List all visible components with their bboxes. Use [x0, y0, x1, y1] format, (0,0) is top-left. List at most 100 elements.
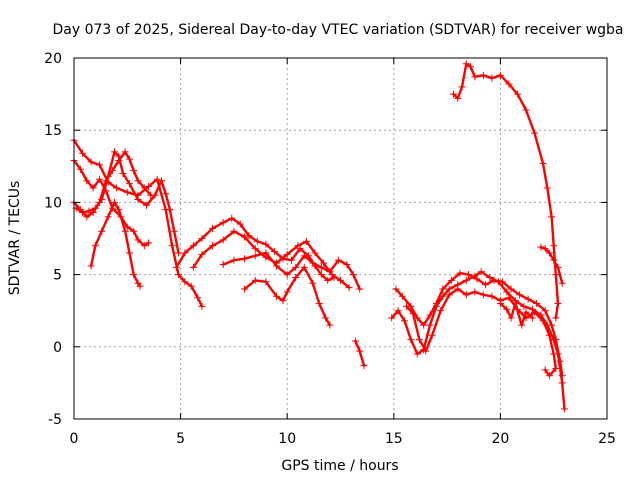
data-point — [113, 184, 121, 192]
data-point — [554, 299, 562, 307]
data-point — [123, 188, 131, 196]
data-point — [494, 278, 502, 286]
data-point — [83, 213, 91, 221]
data-point — [317, 263, 325, 271]
data-point — [198, 235, 206, 242]
data-point — [541, 307, 549, 315]
data-point — [545, 249, 553, 257]
data-point — [153, 175, 161, 183]
data-point — [400, 317, 408, 325]
y-tick-label: 15 — [44, 123, 62, 139]
data-point — [130, 271, 138, 279]
y-tick-label: 10 — [44, 195, 62, 211]
data-point — [520, 302, 528, 310]
data-point — [552, 314, 560, 322]
x-tick-label: 20 — [491, 431, 509, 447]
data-point — [219, 236, 227, 244]
data-point — [162, 190, 170, 198]
data-point — [125, 155, 133, 163]
series-trace — [72, 150, 152, 218]
data-point — [262, 278, 270, 286]
data-point — [496, 299, 504, 307]
data-point — [145, 239, 153, 247]
data-point — [157, 177, 165, 185]
series-arc9 — [241, 263, 334, 329]
data-point — [142, 201, 150, 209]
data-point — [345, 284, 353, 292]
data-point — [140, 184, 148, 192]
data-point — [479, 291, 487, 299]
data-point — [172, 263, 180, 271]
data-point — [115, 152, 123, 160]
data-point — [407, 336, 415, 344]
data-point — [324, 276, 332, 284]
data-point — [76, 165, 84, 173]
series-arc11 — [392, 269, 566, 380]
data-point — [337, 276, 344, 284]
data-point — [294, 242, 302, 250]
data-point — [181, 278, 189, 286]
data-point — [531, 129, 539, 137]
data-point — [209, 242, 217, 250]
data-point — [479, 71, 487, 79]
data-point — [447, 276, 455, 284]
data-point — [292, 273, 300, 281]
data-point — [111, 148, 119, 156]
data-point — [262, 240, 270, 248]
data-point — [471, 73, 479, 81]
data-point — [445, 291, 453, 299]
data-point — [550, 242, 558, 250]
axis-ticks: 0 5 10 15 20 25 -5 0 5 10 15 20 — [44, 51, 616, 447]
data-point — [545, 331, 553, 339]
data-point — [496, 71, 504, 79]
data-point — [513, 90, 521, 98]
data-point — [394, 307, 402, 315]
data-point — [309, 259, 317, 267]
data-point — [456, 269, 464, 277]
data-point — [467, 63, 475, 71]
data-point — [194, 294, 202, 302]
plot-frame — [73, 57, 608, 420]
data-point — [166, 206, 174, 214]
data-point — [174, 249, 182, 257]
data-point — [315, 299, 323, 307]
data-point — [471, 272, 479, 280]
data-point — [432, 302, 440, 310]
data-point — [241, 233, 249, 241]
data-point — [292, 263, 300, 271]
data-point — [462, 291, 470, 299]
data-point — [552, 271, 560, 279]
data-point — [121, 148, 129, 156]
data-series — [70, 60, 568, 413]
data-point — [533, 299, 541, 307]
data-point — [79, 149, 87, 157]
data-point — [507, 314, 515, 322]
data-point — [189, 263, 197, 271]
data-point — [87, 158, 95, 166]
data-point — [87, 262, 95, 270]
data-point — [428, 331, 436, 339]
data-point — [548, 213, 556, 221]
data-point — [134, 236, 142, 244]
data-point — [543, 184, 551, 192]
data-point — [522, 106, 530, 114]
y-tick-label: 20 — [44, 51, 62, 67]
data-point — [98, 196, 106, 204]
data-point — [462, 276, 470, 284]
data-point — [439, 285, 447, 293]
data-point — [96, 161, 104, 169]
data-point — [486, 273, 494, 281]
data-point — [343, 260, 351, 268]
series-arc10 — [351, 337, 368, 370]
data-point — [270, 247, 278, 255]
data-point — [309, 279, 317, 287]
data-point — [403, 302, 411, 310]
data-point — [398, 292, 406, 300]
series-arc4 — [87, 198, 144, 290]
data-point — [125, 180, 133, 188]
data-point — [311, 249, 319, 257]
data-point — [273, 292, 281, 300]
data-point — [437, 307, 445, 315]
series-trace — [452, 62, 560, 320]
data-point — [503, 288, 511, 296]
